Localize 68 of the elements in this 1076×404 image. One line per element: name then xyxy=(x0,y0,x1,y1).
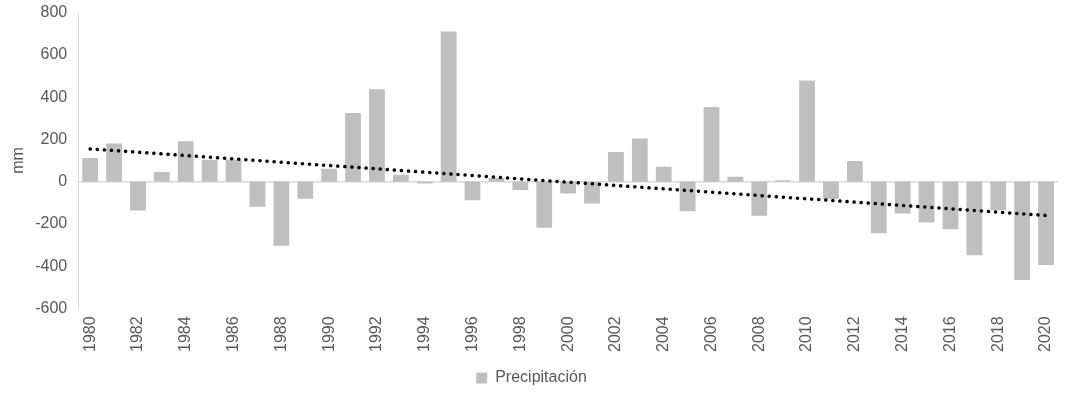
bar xyxy=(823,181,839,199)
x-tick-label: 2012 xyxy=(845,316,863,352)
bar xyxy=(321,168,338,182)
x-tick-label: 1986 xyxy=(223,316,241,352)
y-tick-label: 800 xyxy=(40,3,68,21)
x-tick-label: 1982 xyxy=(128,316,146,352)
x-tick-label: 1988 xyxy=(271,316,289,352)
bar xyxy=(966,181,983,256)
bar xyxy=(106,143,122,182)
x-tick-label: 1996 xyxy=(462,316,480,352)
x-tick-label: 1984 xyxy=(176,316,194,352)
bar xyxy=(225,159,242,182)
bar xyxy=(392,174,409,182)
y-tick-label: -600 xyxy=(35,298,68,316)
y-tick-label: 0 xyxy=(58,172,68,190)
x-tick-label: 2004 xyxy=(654,316,672,352)
bar xyxy=(846,160,863,182)
x-tick-label: 2016 xyxy=(940,316,958,352)
x-tick-label: 1990 xyxy=(319,316,337,352)
y-tick-label: -400 xyxy=(35,256,68,274)
bar xyxy=(727,176,744,182)
bar xyxy=(201,159,218,182)
bar xyxy=(990,181,1007,211)
bar xyxy=(894,181,911,214)
x-tick-label: 1992 xyxy=(367,316,385,352)
bar xyxy=(584,181,600,204)
bar xyxy=(536,181,553,228)
x-tick-label: 2010 xyxy=(797,316,815,352)
bar xyxy=(631,138,648,182)
y-tick-label: -200 xyxy=(35,214,68,232)
x-tick-label: 1998 xyxy=(510,316,528,352)
y-tick-label: 200 xyxy=(40,129,68,147)
bar xyxy=(273,181,290,246)
bar xyxy=(464,181,481,201)
x-tick-label: 2006 xyxy=(701,316,719,352)
bar xyxy=(440,31,457,182)
x-tick-label: 2020 xyxy=(1036,316,1054,352)
x-tick-label: 2018 xyxy=(988,316,1006,352)
x-tick-label: 2008 xyxy=(749,316,767,352)
bar xyxy=(1014,181,1031,280)
bar xyxy=(703,107,720,182)
x-tick-label: 1980 xyxy=(80,316,98,352)
bar xyxy=(942,181,959,230)
bar xyxy=(799,80,815,182)
y-tick-label: 400 xyxy=(40,87,68,105)
bar xyxy=(297,181,314,199)
bar xyxy=(153,171,170,182)
bar xyxy=(177,141,194,182)
y-tick-label: 600 xyxy=(40,45,68,63)
bar xyxy=(751,181,768,216)
y-axis-title: mm xyxy=(9,147,27,174)
bar xyxy=(82,157,99,182)
legend-label: Precipitación xyxy=(495,368,587,386)
bar xyxy=(870,181,887,234)
bar xyxy=(488,178,505,182)
bar xyxy=(512,181,529,191)
x-tick-label: 2002 xyxy=(606,316,624,352)
bar xyxy=(1038,181,1054,266)
x-tick-label: 2014 xyxy=(893,316,911,352)
bar xyxy=(130,181,146,211)
x-tick-label: 2000 xyxy=(558,316,576,352)
bar xyxy=(249,181,266,207)
bar xyxy=(608,152,624,182)
bar xyxy=(655,166,672,182)
bar xyxy=(918,181,935,223)
bar xyxy=(369,89,385,182)
x-tick-label: 1994 xyxy=(415,316,433,352)
bar xyxy=(345,112,361,182)
